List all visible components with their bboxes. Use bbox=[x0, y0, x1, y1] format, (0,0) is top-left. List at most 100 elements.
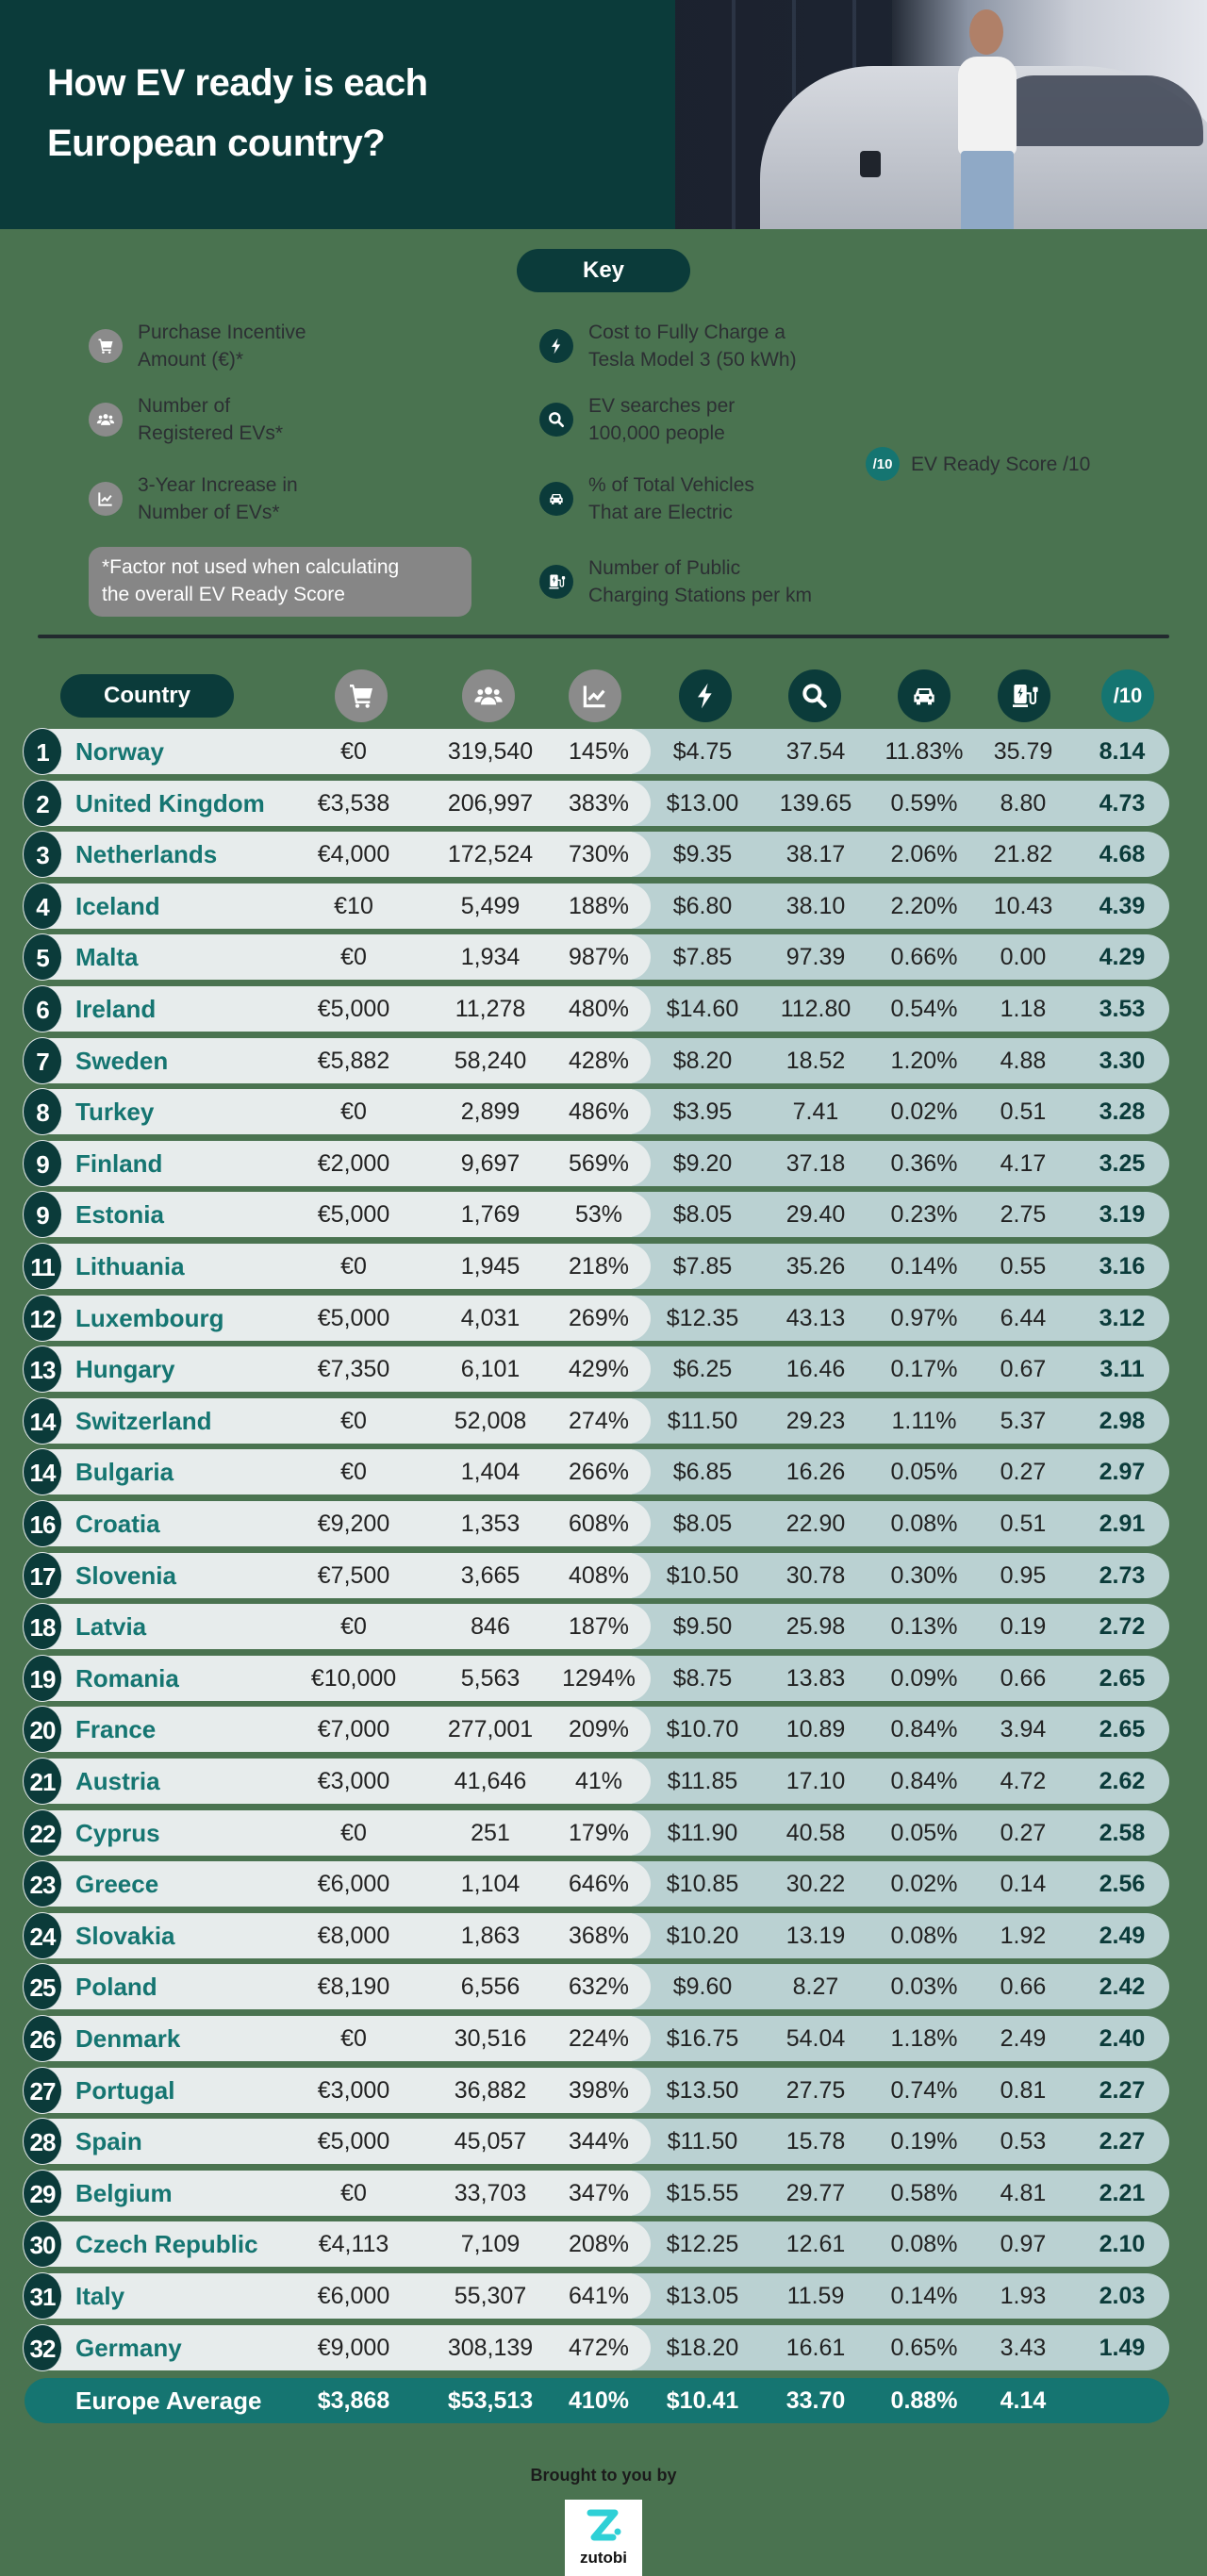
row-background bbox=[28, 1809, 1169, 1856]
cell-purchase-incentive: €5,000 bbox=[317, 996, 390, 1022]
cell-electric-share: 0.97% bbox=[890, 1304, 958, 1331]
avg-electric-share: 0.88% bbox=[890, 2387, 958, 2414]
cell-purchase-incentive: €9,200 bbox=[317, 1511, 390, 1537]
rank-badge: 3 bbox=[23, 831, 62, 879]
cell-electric-share: 0.58% bbox=[890, 2179, 958, 2206]
cell-registered-evs: 6,556 bbox=[460, 1973, 521, 2001]
row-background bbox=[28, 883, 1169, 929]
rank-badge: 26 bbox=[23, 2015, 62, 2062]
table-row: 7 Sweden €5,882 58,240 428% $8.20 18.52 1.20% 4.… bbox=[0, 1036, 1207, 1084]
photo-car-window bbox=[996, 75, 1203, 146]
cell-charge-cost: $16.75 bbox=[666, 2025, 739, 2052]
cell-charging-stations: 0.66 bbox=[1000, 1664, 1047, 1692]
photo-person-legs bbox=[961, 151, 1014, 229]
cell-purchase-incentive: €2,000 bbox=[317, 1149, 390, 1177]
cell-electric-share: 0.02% bbox=[890, 1871, 958, 1898]
cell-electric-share: 0.17% bbox=[890, 1356, 958, 1383]
table-row: 13 Hungary €7,350 6,101 429% $6.25 16.46 0.17% 0… bbox=[0, 1346, 1207, 1394]
cell-ev-searches: 22.90 bbox=[785, 1511, 846, 1537]
cell-purchase-incentive: €7,350 bbox=[317, 1356, 390, 1383]
cell-charging-stations: 2.75 bbox=[1000, 1201, 1047, 1229]
rank-badge: 17 bbox=[23, 1551, 62, 1599]
cell-ev-searches: 17.10 bbox=[785, 1768, 846, 1794]
country-name: Malta bbox=[75, 943, 139, 972]
cell-charging-stations: 0.27 bbox=[1000, 1459, 1047, 1486]
cell-purchase-incentive: €9,000 bbox=[317, 2334, 390, 2361]
country-name: Belgium bbox=[75, 2178, 173, 2207]
rank-badge: 4 bbox=[23, 882, 62, 930]
table-row: 19 Romania €10,000 5,563 1294% $8.75 13.83 0.09… bbox=[0, 1654, 1207, 1702]
cell-ev-searches: 29.40 bbox=[785, 1201, 846, 1229]
cell-registered-evs: 41,646 bbox=[454, 1768, 527, 1794]
cell-charging-stations: 4.72 bbox=[1000, 1768, 1047, 1794]
rank-badge: 32 bbox=[23, 2323, 62, 2371]
cell-ev-ready-score: 8.14 bbox=[1099, 738, 1146, 765]
cell-charge-cost: $6.80 bbox=[672, 892, 733, 919]
cell-registered-evs: 55,307 bbox=[454, 2283, 527, 2309]
cell-electric-share: 0.84% bbox=[890, 1768, 958, 1794]
avg-charge-cost: $10.41 bbox=[666, 2387, 739, 2414]
cell-3yr-increase: 1294% bbox=[562, 1664, 636, 1692]
country-name: Greece bbox=[75, 1870, 159, 1899]
row-background bbox=[28, 1037, 1169, 1083]
country-name: France bbox=[75, 1715, 157, 1744]
cell-electric-share: 0.59% bbox=[890, 789, 958, 817]
cell-charge-cost: $10.85 bbox=[666, 1871, 739, 1898]
cell-charge-cost: $11.85 bbox=[667, 1768, 738, 1794]
cell-electric-share: 0.66% bbox=[890, 944, 958, 971]
key-item-purchase-incentive: Purchase Incentive Amount (€)* bbox=[89, 319, 306, 373]
cell-ev-searches: 15.78 bbox=[785, 2128, 846, 2155]
cell-ev-ready-score: 2.56 bbox=[1099, 1871, 1146, 1898]
column-header-purchase-incentive bbox=[335, 669, 388, 722]
cell-purchase-incentive: €5,882 bbox=[317, 1047, 390, 1074]
table-row: 11 Lithuania €0 1,945 218% $7.85 35.26 0.14% 0.5… bbox=[0, 1243, 1207, 1290]
key-item-3yr-increase: 3-Year Increase in Number of EVs* bbox=[89, 471, 298, 526]
cell-electric-share: 1.18% bbox=[890, 2025, 958, 2052]
cell-electric-share: 1.20% bbox=[890, 1047, 958, 1074]
table-row: 21 Austria €3,000 41,646 41% $11.85 17.10 0.84%… bbox=[0, 1758, 1207, 1805]
cell-ev-ready-score: 2.58 bbox=[1099, 1819, 1146, 1846]
cell-3yr-increase: 641% bbox=[569, 2283, 629, 2309]
cell-charging-stations: 21.82 bbox=[993, 841, 1053, 868]
cell-ev-ready-score: 2.40 bbox=[1099, 2025, 1146, 2052]
cell-charging-stations: 35.79 bbox=[993, 738, 1053, 765]
cell-ev-ready-score: 2.10 bbox=[1099, 2231, 1146, 2258]
cell-charge-cost: $9.35 bbox=[672, 841, 733, 868]
rank-badge: 8 bbox=[23, 1088, 62, 1136]
cell-ev-searches: 40.58 bbox=[785, 1819, 846, 1846]
country-name: Luxembourg bbox=[75, 1303, 224, 1332]
score-icon: /10 bbox=[866, 447, 900, 481]
cell-charging-stations: 10.43 bbox=[993, 892, 1053, 919]
cell-ev-ready-score: 2.72 bbox=[1099, 1613, 1146, 1641]
cell-electric-share: 0.08% bbox=[890, 2231, 958, 2258]
key-heading: Key bbox=[517, 249, 690, 292]
cart-icon bbox=[350, 685, 372, 708]
row-background bbox=[28, 1192, 1169, 1238]
cell-charge-cost: $10.50 bbox=[666, 1561, 739, 1589]
cell-ev-ready-score: 2.42 bbox=[1099, 1973, 1146, 2001]
rank-badge: 16 bbox=[23, 1500, 62, 1547]
row-background bbox=[28, 780, 1169, 826]
cell-purchase-incentive: €0 bbox=[340, 1613, 367, 1641]
lightning-icon bbox=[539, 329, 573, 363]
table-row: 9 Estonia €5,000 1,769 53% $8.05 29.40 0.23% 2.7… bbox=[0, 1191, 1207, 1239]
cell-charge-cost: $10.20 bbox=[666, 1922, 739, 1949]
cell-ev-ready-score: 4.29 bbox=[1099, 944, 1146, 971]
cell-3yr-increase: 266% bbox=[569, 1459, 629, 1486]
cell-charge-cost: $8.05 bbox=[672, 1201, 733, 1229]
cell-electric-share: 0.84% bbox=[890, 1716, 958, 1743]
average-label: Europe Average bbox=[75, 2386, 262, 2415]
cell-charge-cost: $13.00 bbox=[666, 789, 739, 817]
row-background bbox=[28, 2119, 1169, 2165]
country-name: Sweden bbox=[75, 1046, 169, 1075]
cell-charge-cost: $7.85 bbox=[672, 1253, 733, 1280]
cell-ev-searches: 29.23 bbox=[785, 1407, 846, 1434]
key-item-registered-evs: Number of Registered EVs* bbox=[89, 392, 283, 447]
cell-ev-ready-score: 2.27 bbox=[1099, 2076, 1146, 2104]
table-row: 23 Greece €6,000 1,104 646% $10.85 30.22 0.02% 0… bbox=[0, 1860, 1207, 1908]
cell-charging-stations: 0.14 bbox=[1000, 1871, 1047, 1898]
cell-registered-evs: 5,499 bbox=[460, 892, 521, 919]
cell-registered-evs: 308,139 bbox=[447, 2334, 534, 2361]
cell-3yr-increase: 269% bbox=[569, 1304, 629, 1331]
cell-charge-cost: $13.50 bbox=[666, 2076, 739, 2104]
